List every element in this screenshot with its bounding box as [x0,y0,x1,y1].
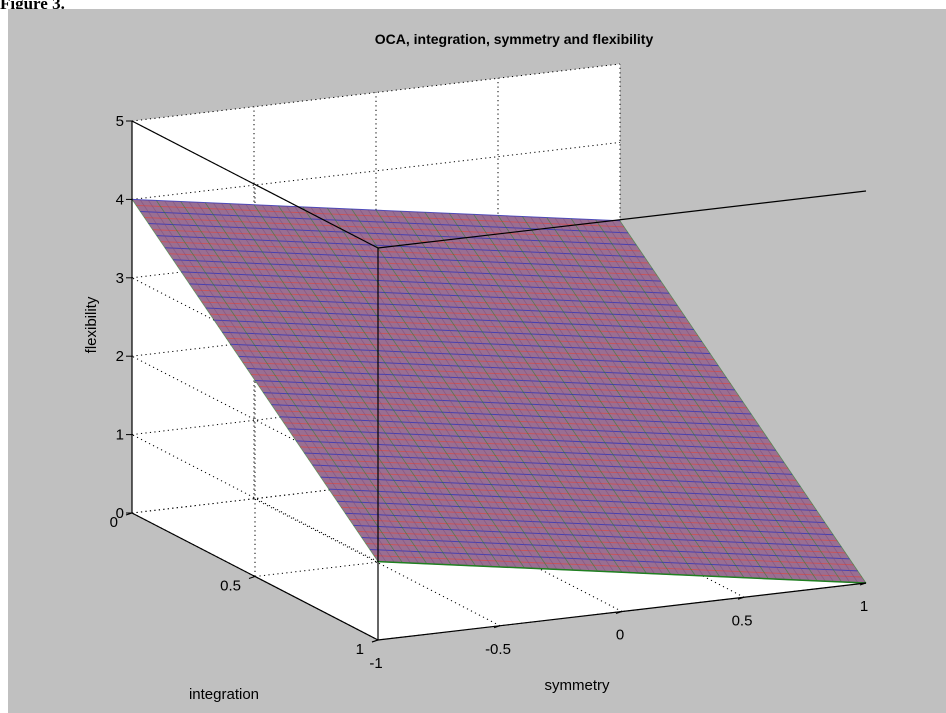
surface-mesh-line [335,208,582,571]
y-tick-mark [248,576,256,579]
surface-mesh-line [538,217,785,580]
tick-labels: -1 -0.5 0 0.5 1 0 0.5 1 0 1 2 3 4 5 [110,113,869,672]
surface-mesh-line [416,211,663,575]
surface-mesh-line [351,208,598,572]
surface-mesh-line [554,217,802,581]
z-tick-label: 1 [116,427,124,444]
x-tick-mark [615,611,623,614]
surface-mesh-line [294,206,541,569]
surface-mesh-line [432,212,680,576]
surface-mesh-line [237,203,485,567]
y-tick-mark [371,639,379,643]
surface-mesh-line [408,211,655,574]
x-tick-mark [859,582,867,586]
surface-mesh [131,198,867,584]
surface-mesh-line [424,212,672,575]
surface-mesh-line [619,220,867,584]
surface-mesh-line [245,204,493,567]
surface-mesh-line [391,210,639,574]
surface-mesh-line [562,218,810,581]
surface-mesh-line [221,203,468,566]
x-tick-label: -0.5 [485,641,511,658]
surface-mesh-line [473,214,720,577]
z-axis-label: flexibility [83,296,100,353]
grid-line-z [131,455,621,514]
axis-edge-top-front [377,190,867,249]
surface-mesh-line [156,200,403,563]
surface-mesh-line [513,215,761,579]
grid-line-z [131,377,621,436]
surface-mesh-line [375,209,623,573]
surface-mesh-line [400,210,647,574]
surface-mesh-line [595,219,842,583]
surface-mesh-line [286,205,533,569]
grid-line-x [375,484,623,612]
z-tick-label: 5 [116,113,124,130]
z-tick-label: 0 [116,505,124,522]
surface-mesh-line [310,207,558,570]
z-tick-label: 4 [116,191,124,208]
surface-mesh-line [188,201,436,565]
y-tick-label: 0.5 [220,578,241,595]
grid-line-z [131,298,621,357]
surface-mesh-line [318,207,566,571]
surface-mesh-line [229,203,476,567]
surface-mesh-line [530,216,777,580]
chart-title: OCA, integration, symmetry and flexibili… [375,31,654,47]
surface-mesh-line [546,217,794,581]
surface-mesh-line [139,199,387,563]
grid-line-z [131,63,621,122]
surface-mesh-line [302,206,550,570]
surface-mesh-line [278,205,525,569]
x-tick-mark [737,596,745,600]
y-tick-label: 0 [110,514,118,531]
surface-mesh-line [440,212,688,576]
axis-edge-top-left [131,120,379,249]
grid-line-x [253,498,501,627]
surface-mesh-line [603,219,851,583]
surface-mesh-line [383,210,631,573]
surface-mesh-line [147,199,395,563]
grid-line-z [131,141,621,200]
y-tick-label: 1 [356,641,364,658]
surface-mesh-line [213,202,460,566]
surface-mesh-line [497,215,745,578]
surface-mesh-line [465,213,712,577]
surface-mesh-line [489,214,737,578]
surface-mesh-line [587,219,834,582]
x-tick-label: 0.5 [732,612,753,629]
x-axis-label: symmetry [545,677,610,694]
z-tick-label: 3 [116,270,124,287]
surface-mesh-line [579,218,826,582]
surface-mesh-line [505,215,753,579]
surface-mesh-line [611,220,859,583]
surface-mesh-line [204,202,452,566]
y-axis-label: integration [189,686,259,703]
surface-mesh-line [131,199,379,562]
surface-mesh-line [367,209,615,573]
surface-mesh-line [481,214,729,578]
surface-mesh-line [326,207,574,571]
grid-line-y [254,519,744,577]
surface-mesh-line [253,204,501,568]
surface-mesh-line [570,218,818,582]
surface-mesh-line [164,200,411,564]
surface-mesh-line [261,204,509,568]
surface-mesh-line [457,213,704,577]
surface-mesh-line [196,202,444,565]
surface-front-edge [377,560,867,584]
surface-mesh-line [343,208,590,572]
x-tick-label: -1 [369,655,382,672]
surface-mesh-line [180,201,428,564]
surface-mesh-line [448,213,696,576]
surface-mesh-line [359,209,607,572]
grid-line-z [131,434,379,563]
surface-mesh-line [522,216,769,579]
x-tick-label: 0 [616,627,624,644]
z-tick-label: 2 [116,348,124,365]
x-tick-mark [493,625,501,629]
x-tick-label: 1 [860,598,868,615]
surface-mesh-line [269,205,517,568]
